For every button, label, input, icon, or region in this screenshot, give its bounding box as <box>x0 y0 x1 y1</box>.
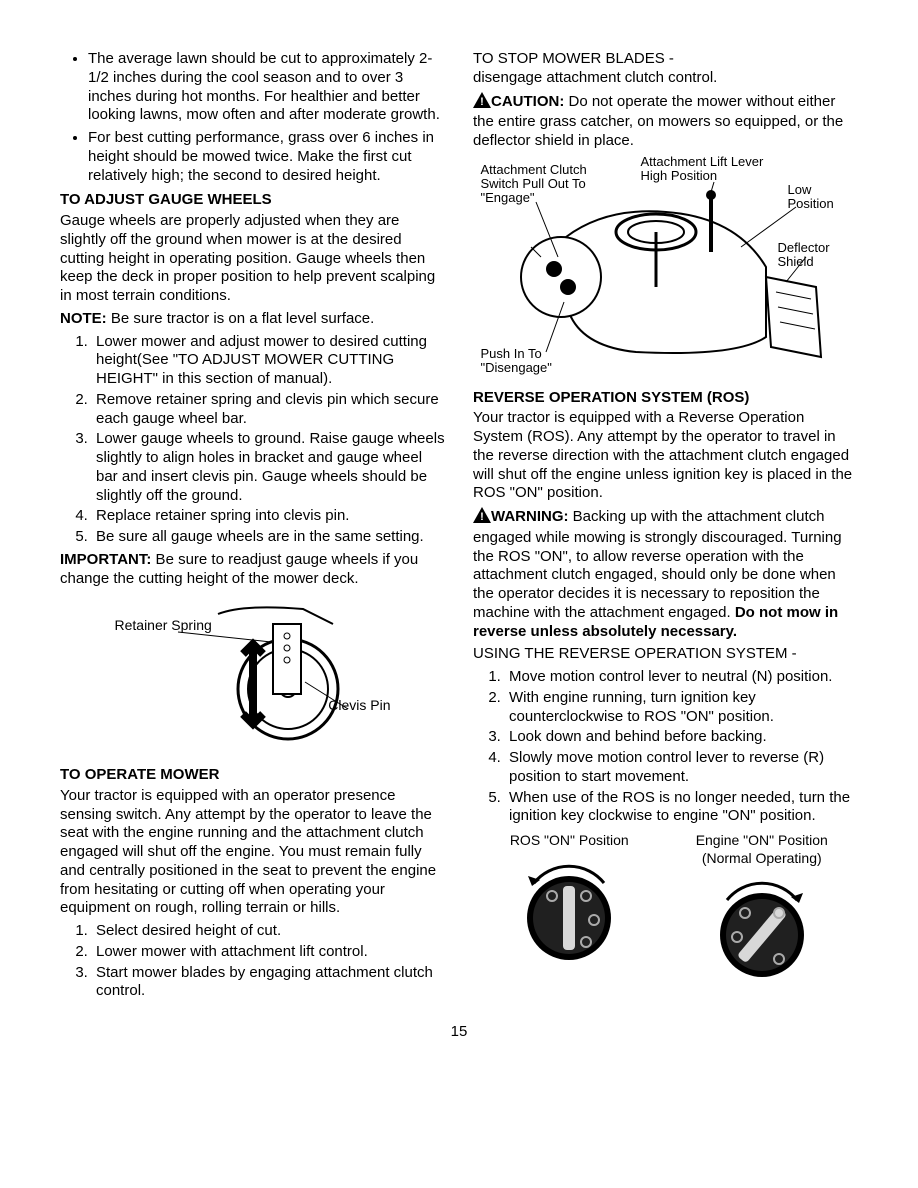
operate-step: Select desired height of cut. <box>92 922 445 941</box>
lift-lever-label: Attachment Lift Lever High Position <box>641 155 781 184</box>
gauge-steps-list: Lower mower and adjust mower to desired … <box>60 333 445 547</box>
retainer-spring-label: Retainer Spring <box>115 618 212 633</box>
engine-on-dial-icon <box>707 875 817 985</box>
gauge-wheel-diagram: Retainer Spring Clevis Pin <box>60 594 445 760</box>
caution-label: CAUTION: <box>491 93 564 110</box>
clevis-pin-label: Clevis Pin <box>328 698 390 713</box>
engine-on-line1: Engine "ON" Position <box>696 832 828 848</box>
note-label: NOTE: <box>60 310 107 327</box>
important-label: IMPORTANT: <box>60 551 151 568</box>
engine-on-caption: Engine "ON" Position (Normal Operating) <box>666 832 859 867</box>
using-step: With engine running, turn ignition key c… <box>505 689 858 727</box>
lawn-tips-list: The average lawn should be cut to approx… <box>60 50 445 185</box>
gauge-step: Remove retainer spring and clevis pin wh… <box>92 391 445 429</box>
stop-line1: TO STOP MOWER BLADES - <box>473 50 674 67</box>
operate-steps-list: Select desired height of cut. Lower mowe… <box>60 922 445 1001</box>
operate-mower-heading: TO OPERATE MOWER <box>60 766 445 785</box>
gauge-step: Be sure all gauge wheels are in the same… <box>92 528 445 547</box>
left-column: The average lawn should be cut to approx… <box>60 50 445 1005</box>
using-step: Slowly move motion control lever to reve… <box>505 749 858 787</box>
caution-paragraph: ! CAUTION: Do not operate the mower with… <box>473 92 858 151</box>
key-position-row: ROS "ON" Position Engine "ON" Position ( <box>473 832 858 991</box>
gauge-important: IMPORTANT: Be sure to readjust gauge whe… <box>60 551 445 589</box>
stop-line2: disengage attachment clutch control. <box>473 69 717 86</box>
warning-icon: ! <box>473 507 491 529</box>
warning-paragraph: ! WARNING: Backing up with the attachmen… <box>473 507 858 641</box>
stop-blades: TO STOP MOWER BLADES - disengage attachm… <box>473 50 858 88</box>
using-step: When use of the ROS is no longer needed,… <box>505 789 858 827</box>
engine-on-block: Engine "ON" Position (Normal Operating) <box>666 832 859 991</box>
engine-on-line2: (Normal Operating) <box>702 850 822 866</box>
push-disengage-label: Push In To "Disengage" <box>481 347 581 376</box>
operate-step: Lower mower with attachment lift control… <box>92 943 445 962</box>
low-position-label: Low Position <box>788 183 848 212</box>
clutch-label: Attachment Clutch Switch Pull Out To "En… <box>481 163 611 206</box>
gauge-step: Lower gauge wheels to ground. Raise gaug… <box>92 430 445 505</box>
using-ros-steps: Move motion control lever to neutral (N)… <box>473 668 858 826</box>
ros-on-block: ROS "ON" Position <box>473 832 666 991</box>
gauge-step: Replace retainer spring into clevis pin. <box>92 507 445 526</box>
caution-icon: ! <box>473 92 491 114</box>
gauge-wheels-paragraph: Gauge wheels are properly adjusted when … <box>60 212 445 306</box>
page-number: 15 <box>60 1023 858 1042</box>
gauge-note: NOTE: Be sure tractor is on a flat level… <box>60 310 445 329</box>
right-column: TO STOP MOWER BLADES - disengage attachm… <box>473 50 858 1005</box>
warning-label: WARNING: <box>491 508 569 525</box>
lawn-tip-item: The average lawn should be cut to approx… <box>88 50 445 125</box>
svg-text:!: ! <box>480 511 484 523</box>
lawn-tip-item: For best cutting performance, grass over… <box>88 129 445 185</box>
deflector-label: Deflector Shield <box>778 241 848 270</box>
operate-mower-paragraph: Your tractor is equipped with an operato… <box>60 787 445 918</box>
gauge-step: Lower mower and adjust mower to desired … <box>92 333 445 389</box>
operate-step: Start mower blades by engaging attachmen… <box>92 964 445 1002</box>
using-ros-heading: USING THE REVERSE OPERATION SYSTEM - <box>473 645 858 664</box>
using-step: Look down and behind before backing. <box>505 728 858 747</box>
ros-heading: REVERSE OPERATION SYSTEM (ROS) <box>473 389 858 408</box>
gauge-wheels-heading: TO ADJUST GAUGE WHEELS <box>60 191 445 210</box>
note-text: Be sure tractor is on a flat level surfa… <box>107 310 375 327</box>
ros-paragraph: Your tractor is equipped with a Reverse … <box>473 409 858 503</box>
ros-on-dial-icon <box>514 858 624 968</box>
ros-on-caption: ROS "ON" Position <box>473 832 666 850</box>
tractor-controls-diagram: Attachment Clutch Switch Pull Out To "En… <box>473 157 858 383</box>
using-step: Move motion control lever to neutral (N)… <box>505 668 858 687</box>
svg-text:!: ! <box>480 96 484 108</box>
